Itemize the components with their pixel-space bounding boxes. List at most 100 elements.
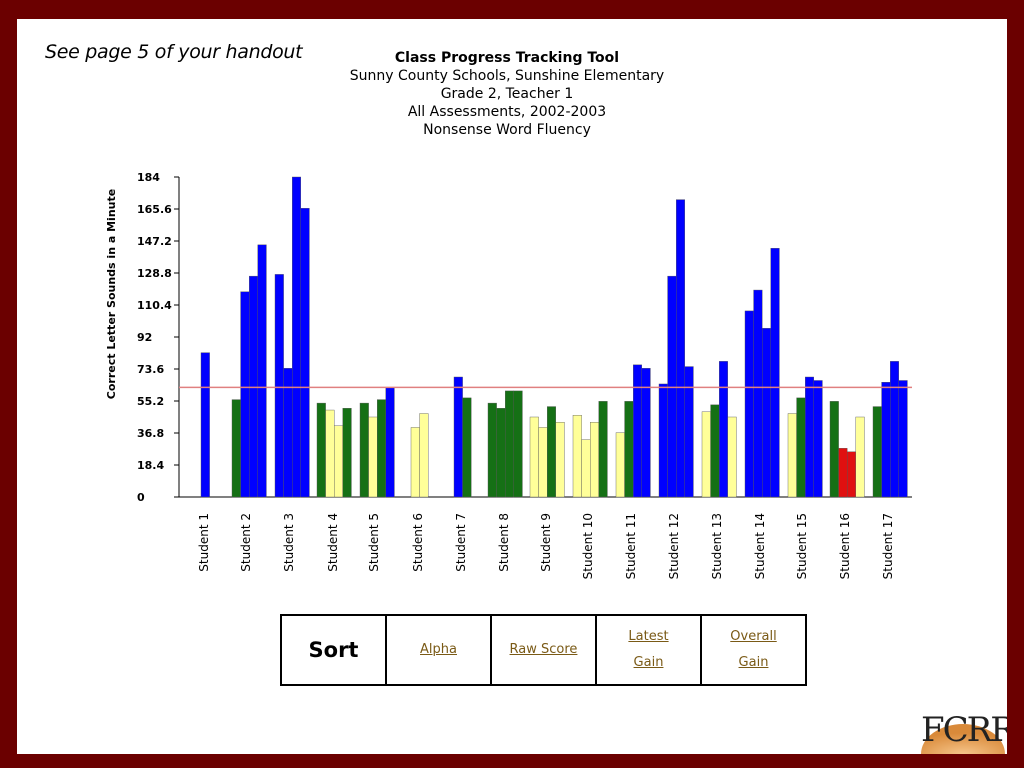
sort-link-overall-gain[interactable]: Gain	[738, 655, 769, 670]
bar	[487, 402, 497, 498]
bar	[676, 199, 686, 498]
bar	[890, 361, 900, 498]
x-tick-label: Student 16	[838, 513, 852, 579]
bar	[633, 364, 643, 498]
chart-subtitle-assessments: All Assessments, 2002-2003	[407, 104, 607, 120]
bar	[300, 208, 310, 498]
bar	[316, 402, 326, 498]
bar	[658, 383, 668, 498]
bar	[505, 390, 515, 498]
bar	[615, 432, 625, 498]
x-tick-label: Student 12	[667, 513, 681, 579]
bar-chart: 0 18.4 36.8 55.2 73.6 92 110.4 128.8 147.2 165.6 1…	[105, 171, 912, 579]
bar	[385, 387, 395, 498]
chart-title: Class Progress Tracking Tool	[394, 50, 620, 66]
bar	[829, 401, 839, 498]
bar	[334, 425, 344, 498]
y-tick-label: 165.6	[137, 203, 172, 216]
y-tick-label: 0	[137, 491, 145, 504]
sort-link-raw-score[interactable]: Raw Score	[509, 642, 578, 657]
x-tick-label: Student 1	[197, 513, 211, 572]
sort-option-alpha[interactable]: Alpha	[385, 614, 492, 686]
bar	[325, 409, 335, 498]
sort-option-raw-score[interactable]: Raw Score	[490, 614, 597, 686]
y-tick-label: 147.2	[137, 235, 172, 248]
bar	[847, 451, 857, 498]
x-tick-label: Student 3	[282, 513, 296, 572]
bar	[787, 413, 797, 498]
sort-header: Sort	[280, 614, 387, 686]
bar	[805, 376, 815, 498]
bar	[898, 380, 908, 498]
bar	[240, 291, 250, 498]
bar	[274, 274, 284, 498]
bar	[796, 397, 806, 498]
bar	[410, 427, 420, 498]
bar	[744, 310, 754, 498]
bar	[547, 406, 557, 498]
y-tick-label: 55.2	[137, 395, 164, 408]
chart-subtitle-school: Sunny County Schools, Sunshine Elementar…	[349, 68, 665, 84]
y-tick-label: 110.4	[137, 299, 172, 312]
bar	[581, 439, 591, 498]
x-tick-label: Student 4	[326, 513, 340, 572]
bar	[590, 422, 600, 498]
y-axis-label: Correct Letter Sounds in a Minute	[105, 189, 118, 399]
x-tick-label: Student 10	[581, 513, 595, 579]
bar	[598, 401, 608, 498]
handout-note: See page 5 of your handout	[45, 41, 303, 63]
bar	[572, 415, 582, 498]
sort-option-overall-gain[interactable]: Overall Gain	[700, 614, 807, 686]
sort-link-overall[interactable]: Overall	[730, 629, 777, 644]
bar	[368, 416, 378, 498]
bar	[513, 390, 523, 498]
chart-subtitle-measure: Nonsense Word Fluency	[423, 122, 591, 138]
x-tick-label: Student 17	[881, 513, 895, 579]
bar	[538, 427, 548, 498]
bar	[555, 422, 565, 498]
x-tick-label: Student 9	[539, 513, 553, 572]
y-tick-label: 184	[137, 171, 160, 184]
bar	[342, 408, 352, 498]
bar	[770, 248, 780, 498]
y-tick-label: 92	[137, 331, 152, 344]
x-tick-label: Student 6	[411, 513, 425, 572]
bar	[462, 397, 472, 498]
bar	[710, 404, 720, 498]
fcrr-logo: FCRR	[915, 707, 1007, 754]
bar	[496, 408, 506, 498]
bar	[257, 244, 267, 498]
bar	[727, 416, 737, 498]
sort-link-latest-gain[interactable]: Gain	[633, 655, 664, 670]
y-tick-label: 73.6	[137, 363, 164, 376]
sort-link-alpha[interactable]: Alpha	[420, 642, 457, 657]
bar	[872, 406, 882, 498]
bar	[838, 448, 848, 498]
bar	[231, 399, 241, 498]
y-tick-label: 18.4	[137, 459, 164, 472]
chart-title-block: Class Progress Tracking Tool Sunny Count…	[307, 49, 707, 139]
x-tick-label: Student 13	[710, 513, 724, 579]
sort-table: Sort Alpha Raw Score Latest Gain Overall…	[280, 614, 807, 686]
sort-option-latest-gain[interactable]: Latest Gain	[595, 614, 702, 686]
logo-text: FCRR	[921, 710, 1007, 750]
bar	[248, 275, 258, 498]
x-tick-label: Student 7	[454, 513, 468, 572]
x-tick-label: Student 8	[497, 513, 511, 572]
chart-subtitle-grade: Grade 2, Teacher 1	[440, 86, 574, 102]
x-tick-label: Student 15	[795, 513, 809, 579]
bar	[813, 380, 823, 498]
x-tick-label: Student 5	[367, 513, 381, 572]
bar	[292, 176, 302, 498]
bar	[881, 382, 891, 498]
bar	[719, 361, 729, 498]
x-tick-label: Student 2	[239, 513, 253, 572]
bar	[667, 275, 677, 498]
bar	[419, 413, 429, 498]
y-tick-label: 128.8	[137, 267, 172, 280]
bar	[529, 416, 539, 498]
bar	[624, 401, 634, 498]
bar	[701, 411, 711, 498]
bar	[855, 416, 865, 498]
sort-link-latest[interactable]: Latest	[628, 629, 669, 644]
